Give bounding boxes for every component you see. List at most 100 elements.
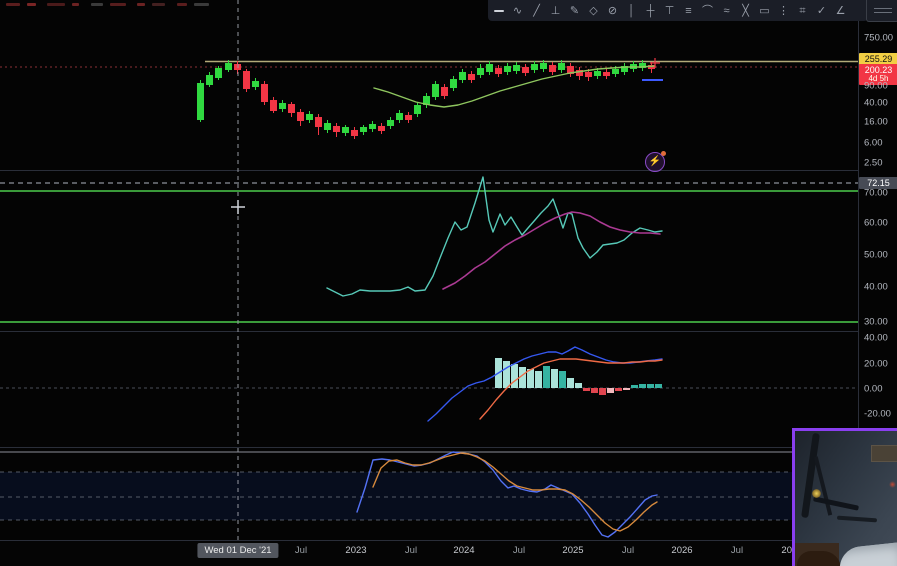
candle-body (468, 74, 475, 80)
candle-body (495, 68, 502, 74)
pencil-tool-icon[interactable]: ✎ (569, 4, 580, 17)
angle-tool-icon[interactable]: ∠ (835, 4, 846, 17)
lightning-icon: ⚡ (648, 156, 662, 167)
time-axis-label: Jul (621, 545, 635, 556)
toolbar-overflow-tray[interactable] (866, 0, 897, 22)
zigzag-tool-icon[interactable]: ╳ (742, 4, 749, 17)
anchor-tool-icon[interactable]: ⊤ (664, 4, 675, 17)
drawing-toolbar: ∿ ╱ ⊥ ✎ ◇ ⊘ │ ┼ ⊤ ≡ ⌒ ≈ ╳ ▭ ⋮ ⌗ ✓ ∠ (488, 0, 868, 21)
candle-body (504, 66, 511, 72)
macd-histogram-bar (543, 366, 550, 388)
tray-dash (873, 8, 892, 9)
rsi-line (326, 176, 663, 297)
candle-body (621, 66, 628, 72)
macd-histogram-bar (615, 388, 622, 391)
candle-body (351, 130, 358, 136)
slash-circle-tool-icon[interactable]: ⊘ (607, 4, 618, 17)
candle-body (549, 65, 556, 72)
horizontal-line-tool-icon[interactable]: ⊥ (550, 4, 561, 17)
macd-histogram-bar (631, 385, 638, 388)
candle-body (369, 124, 376, 129)
macd-histogram-bar (519, 367, 526, 388)
tray-dash (873, 12, 892, 13)
candle-body (297, 112, 304, 121)
price-axis-label: 70.00 (864, 187, 888, 199)
candle-body (594, 71, 601, 76)
candle-body (432, 84, 439, 97)
stoch-k-line (356, 451, 658, 538)
candle-body (206, 75, 213, 85)
time-axis-label: Jul (512, 545, 526, 556)
macd-histogram-bar (503, 361, 510, 388)
macd-histogram-bar (511, 364, 518, 388)
price-ma-line (373, 65, 656, 108)
macd-histogram-bar (607, 388, 614, 393)
candle-body (639, 63, 646, 68)
toolbar-drag-handle[interactable] (494, 9, 504, 12)
candle-body (450, 79, 457, 88)
arc-tool-icon[interactable]: ⌒ (702, 4, 713, 17)
price-axis-label: 0.00 (864, 383, 883, 395)
indicator-value-label: 72.15 (859, 177, 897, 189)
price-axis-label: 2.50 (864, 157, 883, 169)
time-axis[interactable]: Jul2023Jul2024Jul2025Jul2026Jul2027Wed 0… (0, 540, 897, 566)
macd-signal-line (479, 358, 663, 420)
candle-body (486, 64, 493, 72)
check-tool-icon[interactable]: ✓ (816, 4, 827, 17)
macd-histogram-bar (583, 388, 590, 391)
boost-badge[interactable]: ⚡ (645, 151, 666, 172)
trend-line-tool-icon[interactable]: ╱ (533, 4, 540, 17)
time-axis-label: Jul (404, 545, 418, 556)
person-shirt (837, 541, 897, 566)
macd-histogram-bar (591, 388, 598, 393)
picture-frame (871, 445, 897, 462)
time-axis-label: 2025 (562, 545, 584, 556)
rectangle-tool-icon[interactable]: ▭ (759, 4, 770, 17)
candle-body (522, 67, 529, 73)
grid-tool-icon[interactable]: ⌗ (799, 4, 806, 17)
vertical-line-tool-icon[interactable]: │ (628, 4, 635, 17)
person-hair (797, 551, 841, 566)
candle-body (423, 96, 430, 105)
price-axis-label: 90.00 (864, 80, 888, 92)
candle-body (567, 66, 574, 74)
price-axis-label: 750.00 (864, 32, 894, 44)
macd-histogram-bar (551, 369, 558, 388)
candle-body (215, 68, 222, 78)
macd-histogram-bar (623, 388, 630, 390)
candle-body (252, 81, 259, 87)
price-axis-label: 60.00 (864, 217, 888, 229)
macd-histogram-bar (655, 384, 662, 388)
time-axis-label: 2024 (453, 545, 475, 556)
notification-dot (661, 151, 666, 156)
shape-tool-icon[interactable]: ◇ (589, 4, 598, 17)
candle-body (612, 69, 619, 74)
candle-body (540, 63, 547, 69)
candle-body (288, 104, 295, 113)
candle-body (405, 115, 412, 120)
stoch-band-fill (0, 472, 858, 520)
wave-tool-icon[interactable]: ∿ (512, 4, 523, 17)
candle-body (225, 63, 232, 70)
candle-body (576, 70, 583, 76)
candle-body (459, 72, 466, 80)
cross-tool-icon[interactable]: ┼ (646, 4, 655, 17)
candle-body (342, 127, 349, 133)
macd-histogram-bar (559, 371, 566, 388)
time-axis-label: Jul (730, 545, 744, 556)
price-axis-label: 40.00 (864, 281, 888, 293)
candle-body (414, 105, 421, 114)
candle-body (603, 72, 610, 76)
candle-body (441, 87, 448, 96)
macd-histogram-bar (575, 383, 582, 388)
curve-tool-icon[interactable]: ≈ (723, 4, 730, 17)
yellow-light (812, 489, 821, 498)
candle-body (261, 84, 268, 102)
dots-tool-icon[interactable]: ⋮ (778, 4, 789, 17)
candle-body (333, 126, 340, 132)
price-axis-label: 40.00 (864, 332, 888, 344)
menu-tool-icon[interactable]: ≡ (685, 4, 692, 17)
macd-histogram-bar (567, 378, 574, 388)
